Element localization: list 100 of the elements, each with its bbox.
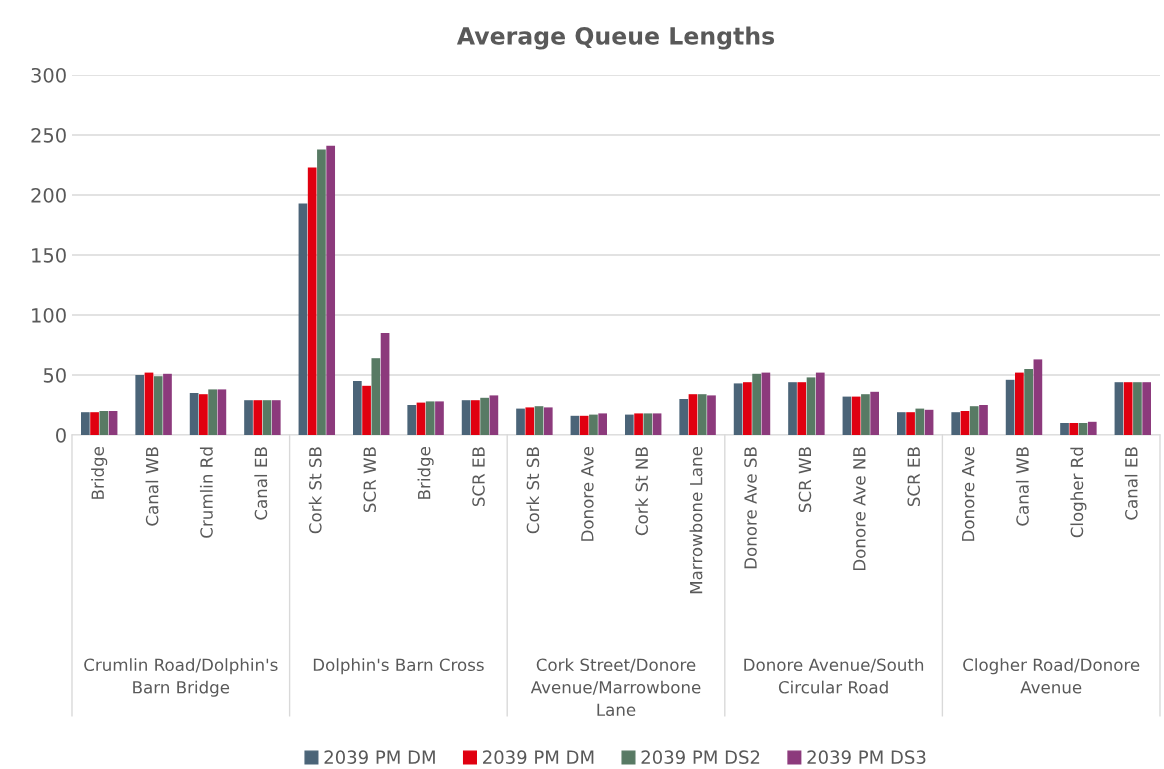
bar (307, 167, 317, 435)
bar (969, 406, 979, 435)
bar (589, 414, 598, 435)
bar (1078, 423, 1088, 435)
bar (253, 400, 263, 435)
bar (851, 396, 861, 435)
bar (108, 411, 118, 435)
bar (99, 411, 109, 435)
y-tick-label: 50 (43, 367, 66, 383)
bar (208, 389, 217, 435)
text: Dolphin's Barn Cross (313, 658, 484, 675)
x-tick-label: Canal EB (1124, 447, 1138, 520)
bar (163, 373, 172, 435)
bar (362, 385, 371, 435)
bar (570, 415, 580, 435)
x-tick-label: Cork St NB (635, 447, 649, 536)
x-tick-label: Crumlin Rd (199, 447, 213, 538)
bar (643, 413, 653, 435)
bar (153, 376, 163, 435)
x-tick-label: Donore Ave NB (853, 447, 866, 571)
bar (733, 383, 743, 435)
legend-label: 2039 PM DM (324, 750, 435, 765)
bar (425, 401, 435, 435)
bar (407, 405, 417, 435)
bar (896, 412, 906, 435)
bar (707, 395, 716, 435)
bar (1142, 382, 1152, 435)
x-tick-label: Canal WB (1015, 447, 1029, 526)
bar (979, 405, 988, 435)
bar (199, 394, 208, 435)
bar (352, 381, 362, 435)
bar (489, 395, 499, 435)
x-tick-label: Marrowbone Lane (689, 447, 703, 594)
bar (924, 409, 934, 435)
bar (534, 406, 544, 435)
y-tick-label: 300 (31, 67, 66, 83)
bar (90, 412, 99, 435)
bar (1114, 382, 1124, 435)
bar (435, 401, 444, 435)
bar (543, 407, 553, 435)
x-tick-label: Donore Ave SB (744, 447, 757, 569)
bar (135, 375, 145, 435)
bar (1133, 382, 1142, 435)
text: Cork Street/Donore Avenue/Marrowbone Lane (530, 658, 701, 717)
bar (1060, 423, 1069, 435)
bar (598, 413, 608, 435)
x-tick-label: SCR EB (472, 447, 485, 507)
text: Crumlin Road/Dolphin's Barn Bridge (84, 658, 278, 697)
bar (697, 394, 707, 435)
chart-title: Average Queue Lengths (456, 26, 775, 50)
x-tick-label: SCR EB (907, 447, 921, 507)
bar (688, 394, 698, 435)
bar (317, 149, 326, 435)
legend-label: 2039 PM DS3 (807, 750, 926, 765)
bar (624, 414, 634, 435)
bar (1024, 369, 1033, 435)
x-tick-label: Donore Ave (962, 447, 975, 541)
bar (743, 382, 752, 435)
x-tick-label: Bridge (417, 447, 434, 499)
legend-label: 2039 PM DM (483, 750, 594, 765)
bar (144, 372, 154, 435)
bar (797, 382, 807, 435)
bar (752, 373, 761, 435)
bar (1069, 423, 1079, 435)
bar (1015, 372, 1024, 435)
bar (298, 203, 308, 435)
bar (842, 396, 852, 435)
bar (271, 400, 281, 435)
bar (1087, 421, 1097, 435)
x-tick-label: Bridge (91, 447, 108, 499)
bar (1005, 379, 1015, 435)
x-tick-label: SCR WB (363, 447, 377, 513)
y-tick-label: 0 (56, 427, 66, 443)
bar (788, 382, 797, 435)
x-tick-label: SCR WB (798, 447, 812, 513)
y-tick-label: 200 (31, 187, 66, 203)
bar (634, 413, 643, 435)
bar (1033, 359, 1043, 435)
bar (471, 400, 480, 435)
bar (761, 372, 771, 435)
bar (80, 412, 90, 435)
bar (480, 397, 489, 435)
bar (326, 145, 336, 435)
bar (951, 412, 961, 435)
bar (461, 400, 471, 435)
bar (244, 400, 253, 435)
x-tick-label: Donore Ave (581, 447, 594, 541)
text: Clogher Road/Donore Avenue (963, 658, 1140, 694)
bar (906, 412, 915, 435)
bar (217, 389, 227, 435)
bar (416, 402, 426, 435)
bar (579, 415, 589, 435)
x-tick-label: Cork St SB (308, 447, 322, 534)
x-tick-label: Canal WB (145, 447, 159, 526)
text: Donore Avenue/South Circular Road (744, 658, 924, 694)
x-tick-label: Canal EB (254, 447, 268, 520)
bar (652, 413, 662, 435)
bar (516, 408, 525, 435)
y-tick-label: 150 (32, 247, 66, 263)
bar (870, 391, 880, 435)
